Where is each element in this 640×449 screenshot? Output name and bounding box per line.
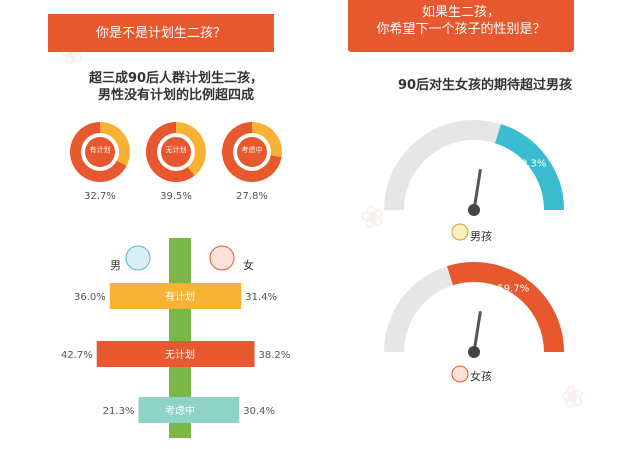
male-value-label: 42.7%	[61, 350, 93, 361]
donut-ring: 有计划	[70, 122, 130, 182]
gauge-value-arc	[447, 262, 564, 353]
male-value-label: 36.0%	[74, 292, 106, 303]
boy-icon	[451, 223, 469, 241]
male-bar	[96, 341, 180, 367]
gauge-needle	[472, 310, 482, 354]
female-value-label: 31.4%	[245, 292, 277, 303]
female-bar	[180, 283, 242, 309]
watermark: ❀	[556, 377, 589, 418]
gauge-track	[384, 120, 564, 211]
male-bar	[109, 283, 180, 309]
donut-ring: 考虑中	[222, 122, 282, 182]
boy-label: 男孩	[470, 230, 492, 243]
gauge-value-label: 59.7%	[497, 284, 529, 295]
male-bar	[138, 397, 180, 423]
headline-line: 男性没有计划的比例超四成	[97, 88, 254, 103]
right-banner-line: 如果生二孩，	[421, 5, 500, 20]
gauge-value-arc	[494, 124, 564, 211]
donut-center	[237, 137, 267, 167]
gauge-value-label: 40.3%	[515, 159, 547, 170]
male-value-label: 21.3%	[103, 406, 135, 417]
bar-category-label: 考虑中	[165, 404, 195, 417]
bar-category-label: 无计划	[165, 348, 195, 361]
male-label: 男	[110, 259, 121, 272]
left-headline: 超三成90后人群计划生二孩， 男性没有计划的比例超四成	[40, 70, 312, 104]
center-stem	[169, 238, 191, 438]
gauge-hub	[468, 204, 480, 216]
male-avatar-icon	[125, 245, 151, 271]
right-banner: 如果生二孩， 你希望下一个孩子的性别是？	[348, 0, 574, 52]
donut-ring: 无计划	[146, 122, 206, 182]
right-subtitle: 90后对生女孩的期待超过男孩	[397, 78, 573, 93]
left-banner: 你是不是计划生二孩？	[48, 14, 274, 52]
watermark: ❀	[356, 197, 389, 238]
female-value-label: 30.4%	[243, 406, 275, 417]
donut-center	[161, 137, 191, 167]
donut-value-label: 39.5%	[160, 191, 192, 202]
female-avatar-icon	[209, 245, 235, 271]
gauge-track	[384, 262, 564, 353]
female-bar	[180, 397, 240, 423]
donut-value-label: 27.8%	[236, 191, 268, 202]
donut-value-label: 32.7%	[84, 191, 116, 202]
headline-line: 超三成90后人群计划生二孩，	[88, 71, 264, 86]
donut-category-label: 有计划	[89, 146, 111, 154]
donut-category-label: 无计划	[165, 146, 187, 154]
female-bar	[180, 341, 255, 367]
donut-center	[85, 137, 115, 167]
donut-category-label: 考虑中	[241, 146, 263, 154]
gauge-hub	[468, 346, 480, 358]
left-banner-title: 你是不是计划生二孩？	[95, 25, 226, 41]
female-value-label: 38.2%	[258, 350, 290, 361]
right-banner-line: 你希望下一个孩子的性别是？	[376, 22, 546, 37]
gauge-needle	[472, 168, 482, 212]
bar-category-label: 有计划	[165, 290, 195, 303]
girl-icon	[451, 365, 469, 383]
female-label: 女	[243, 259, 254, 272]
girl-label: 女孩	[470, 370, 492, 383]
